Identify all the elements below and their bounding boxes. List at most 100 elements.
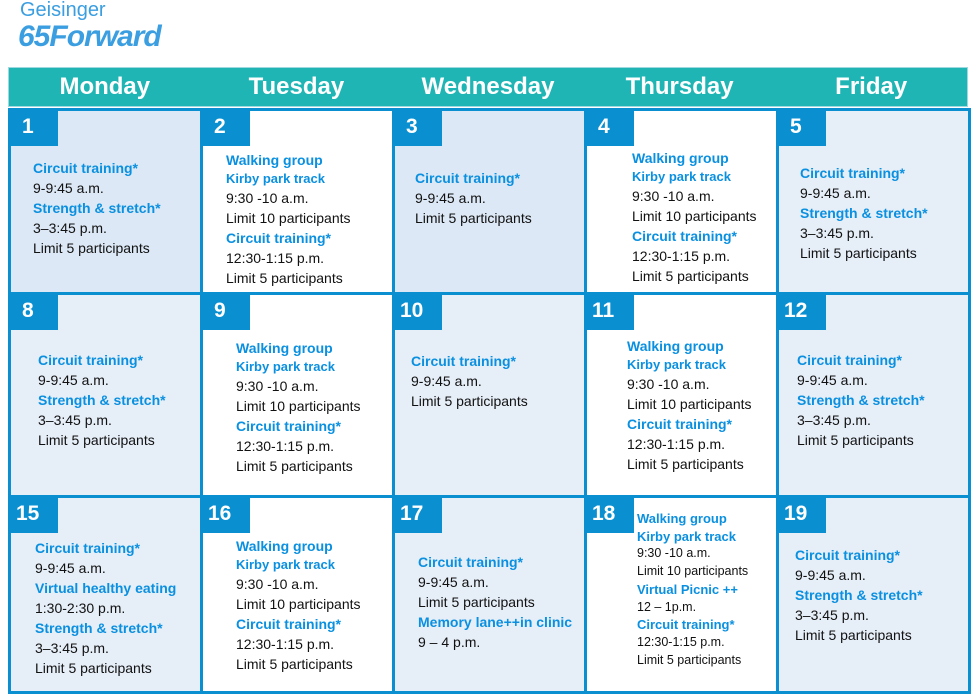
event-detail: 3–3:45 p.m. <box>33 220 107 236</box>
event-list: Walking group Kirby park track 9:30 -10 a.… <box>226 150 389 288</box>
event-detail: 1:30-2:30 p.m. <box>35 600 126 616</box>
event-title: Circuit training* <box>33 160 139 176</box>
event-detail: Limit 5 participants <box>236 458 353 474</box>
event-title: Circuit training* <box>795 547 901 563</box>
event-title: Virtual healthy eating <box>35 580 177 596</box>
day-number: 5 <box>776 108 826 146</box>
event-title: Circuit training* <box>35 540 141 556</box>
event-title: Memory lane++in clinic <box>418 614 573 630</box>
event-detail: Limit 5 participants <box>800 245 917 261</box>
event-list: Circuit training* 9-9:45 a.m. Limit 5 part… <box>411 351 581 411</box>
event-title: Circuit training* <box>637 617 735 633</box>
calendar-day-cell: 17 Circuit training* 9-9:45 a.m. Limit 5 pa… <box>392 495 587 694</box>
calendar-day-cell: 12 Circuit training* 9-9:45 a.m. Strength &… <box>776 292 971 499</box>
event-title: Circuit training* <box>418 554 524 570</box>
event-detail: 9-9:45 a.m. <box>415 190 486 206</box>
event-detail: Limit 5 participants <box>35 660 152 676</box>
calendar-day-cell: 3 Circuit training* 9-9:45 a.m. Limit 5 par… <box>392 108 587 296</box>
event-detail: Limit 5 participants <box>411 393 528 409</box>
event-list: Walking group Kirby park track 9:30 -10 a.… <box>627 336 773 474</box>
calendar-day-cell: 16 Walking group Kirby park track 9:30 -10 … <box>200 495 395 694</box>
event-detail: 9-9:45 a.m. <box>38 372 109 388</box>
event-title: Circuit training* <box>236 418 342 434</box>
event-location: Kirby park track <box>236 557 335 572</box>
day-number: 4 <box>584 108 634 146</box>
event-title: Circuit training* <box>800 165 906 181</box>
event-list: Circuit training* 9-9:45 a.m. Limit 5 part… <box>418 552 581 652</box>
event-detail: 9:30 -10 a.m. <box>236 576 319 592</box>
event-title: Walking group <box>236 538 333 554</box>
event-detail: 3–3:45 p.m. <box>797 412 871 428</box>
day-number: 1 <box>8 108 58 146</box>
event-detail: Limit 5 participants <box>418 594 535 610</box>
event-title: Walking group <box>226 152 323 168</box>
calendar-day-cell: 4 Walking group Kirby park track 9:30 -10 a… <box>584 108 779 296</box>
event-location: Kirby park track <box>236 359 335 374</box>
event-title: Strength & stretch* <box>795 587 923 603</box>
weekday-monday: Monday <box>59 73 151 100</box>
event-detail: Limit 5 participants <box>627 456 744 472</box>
calendar-day-cell: 18 Walking group Kirby park track 9:30 -10 … <box>584 495 779 694</box>
event-list: Circuit training* 9-9:45 a.m. Limit 5 part… <box>415 168 581 228</box>
event-title: Circuit training* <box>38 352 144 368</box>
event-detail: 9:30 -10 a.m. <box>632 188 715 204</box>
event-detail: Limit 5 participants <box>33 240 150 256</box>
event-title: Circuit training* <box>797 352 903 368</box>
event-title: Circuit training* <box>627 416 733 432</box>
event-list: Circuit training* 9-9:45 a.m. Strength & s… <box>797 350 965 450</box>
event-title: Strength & stretch* <box>35 620 163 636</box>
event-title: Strength & stretch* <box>800 205 928 221</box>
day-number: 17 <box>392 495 442 533</box>
event-title: Virtual Picnic ++ <box>637 581 738 597</box>
event-detail: 12:30-1:15 p.m. <box>226 250 325 266</box>
event-detail: 12:30-1:15 p.m. <box>637 634 725 649</box>
event-list: Circuit training* 9-9:45 a.m. Virtual heal… <box>35 538 197 678</box>
event-detail: 12:30-1:15 p.m. <box>236 438 335 454</box>
event-detail: Limit 5 participants <box>236 656 353 672</box>
event-location: Kirby park track <box>637 528 736 544</box>
event-detail: Limit 5 participants <box>632 268 749 284</box>
event-detail: Limit 10 participants <box>632 208 757 224</box>
day-number: 8 <box>8 292 58 330</box>
event-detail: 9-9:45 a.m. <box>418 574 489 590</box>
event-location: Kirby park track <box>226 171 325 186</box>
event-detail: Limit 5 participants <box>226 270 343 286</box>
day-number: 19 <box>776 495 826 533</box>
event-detail: Limit 10 participants <box>236 398 361 414</box>
event-detail: 9-9:45 a.m. <box>411 373 482 389</box>
event-detail: 9:30 -10 a.m. <box>226 190 309 206</box>
event-detail: 3–3:45 p.m. <box>795 607 869 623</box>
day-number: 11 <box>584 292 634 330</box>
event-list: Circuit training* 9-9:45 a.m. Strength & s… <box>38 350 197 450</box>
weekday-thursday: Thursday <box>625 73 734 100</box>
day-number: 9 <box>200 292 250 330</box>
calendar-day-cell: 15 Circuit training* 9-9:45 a.m. Virtual he… <box>8 495 203 694</box>
event-detail: Limit 5 participants <box>797 432 914 448</box>
event-list: Circuit training* 9-9:45 a.m. Strength & s… <box>795 545 965 645</box>
calendar-day-cell: 19 Circuit training* 9-9:45 a.m. Strength &… <box>776 495 971 694</box>
event-list: Walking group Kirby park track 9:30 -10 a.… <box>236 536 389 674</box>
weekday-tuesday: Tuesday <box>248 73 345 100</box>
event-detail: Limit 5 participants <box>795 627 912 643</box>
event-detail: 9-9:45 a.m. <box>795 567 866 583</box>
event-title: Circuit training* <box>236 616 342 632</box>
event-detail: 9-9:45 a.m. <box>33 180 104 196</box>
day-number: 10 <box>392 292 442 330</box>
event-title: Walking group <box>632 150 729 166</box>
calendar-day-cell: 10 Circuit training* 9-9:45 a.m. Limit 5 pa… <box>392 292 587 499</box>
calendar-day-cell: 5 Circuit training* 9-9:45 a.m. Strength & … <box>776 108 971 296</box>
event-detail: 3–3:45 p.m. <box>800 225 874 241</box>
calendar-day-cell: 8 Circuit training* 9-9:45 a.m. Strength & … <box>8 292 203 499</box>
event-detail: 12:30-1:15 p.m. <box>627 436 726 452</box>
event-detail: Limit 10 participants <box>627 396 752 412</box>
event-detail: 9-9:45 a.m. <box>800 185 871 201</box>
event-list: Walking group Kirby park track 9:30 -10 a.… <box>632 148 773 286</box>
day-number: 15 <box>8 495 58 533</box>
event-detail: 9:30 -10 a.m. <box>637 546 711 561</box>
event-detail: Limit 10 participants <box>226 210 351 226</box>
event-detail: 3–3:45 p.m. <box>38 412 112 428</box>
logo: Geisinger 65Forward <box>10 0 210 56</box>
day-number: 16 <box>200 495 250 533</box>
event-location: Kirby park track <box>627 357 726 372</box>
calendar-day-cell: 2 Walking group Kirby park track 9:30 -10 a… <box>200 108 395 296</box>
